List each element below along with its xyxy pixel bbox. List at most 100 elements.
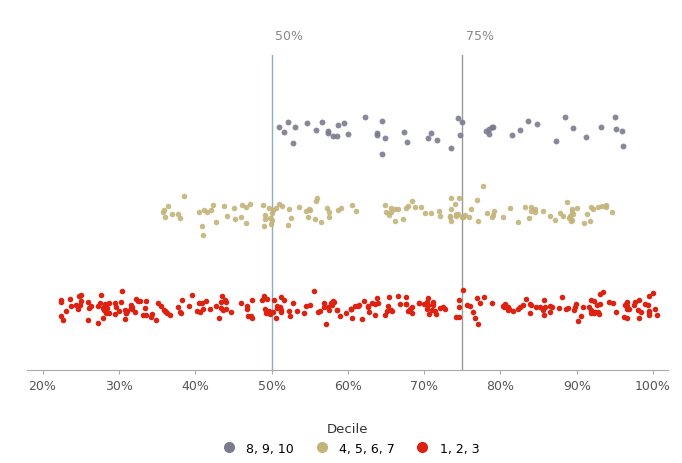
Point [220,296,231,304]
Point [643,307,654,315]
Point [275,305,286,313]
Point [264,205,275,213]
Point [390,218,401,225]
Point [581,211,592,218]
Point [285,313,296,320]
Point [458,214,469,222]
Point [276,308,287,316]
Point [569,307,580,314]
Text: 50%: 50% [276,30,303,43]
Point [486,124,497,131]
Point [589,309,599,317]
Point [301,208,312,215]
Point [506,132,517,139]
Point [327,297,338,305]
Point [243,313,254,320]
Point [357,315,368,323]
Point [426,130,436,138]
Point [385,307,396,314]
Point [567,211,578,219]
Point [364,309,375,317]
Point [393,206,404,213]
Point [130,308,140,316]
Point [323,307,334,314]
Point [477,182,488,190]
Point [547,304,558,312]
Point [303,206,314,213]
Point [304,302,315,309]
Point [110,311,121,318]
Point [328,298,339,306]
Point [445,145,456,152]
Point [131,296,142,303]
Point [616,128,627,135]
Point [385,209,396,216]
Point [259,212,270,219]
Point [459,212,470,219]
Point [260,215,271,223]
Point [579,220,590,227]
Point [155,302,166,310]
Point [525,208,536,215]
Point [380,311,391,319]
Point [430,308,441,315]
Point [400,301,411,308]
Point [183,302,194,310]
Point [379,202,390,209]
Point [94,300,105,307]
Point [293,204,304,212]
Point [522,118,533,125]
Point [456,213,467,221]
Point [221,299,232,306]
Point [643,292,654,300]
Point [338,120,349,128]
Point [438,304,449,311]
Point [324,214,335,221]
Point [241,305,252,313]
Point [229,216,240,224]
Point [563,305,574,312]
Point [283,222,294,230]
Point [266,217,277,224]
Point [426,210,437,218]
Point [320,321,331,328]
Point [126,304,137,312]
Point [620,302,631,310]
Point [550,217,561,225]
Point [274,303,285,311]
Point [514,304,525,311]
Point [517,301,528,309]
Point [601,204,612,211]
Point [383,302,394,310]
Point [260,309,271,317]
Point [454,194,465,202]
Point [333,122,344,130]
Point [557,294,567,301]
Point [472,197,483,205]
Point [201,298,211,305]
Point [267,308,278,316]
Point [204,306,215,313]
Point [406,303,417,311]
Point [104,300,115,307]
Point [585,297,596,305]
Point [160,307,170,314]
Point [193,300,204,307]
Point [473,320,484,328]
Point [452,115,463,123]
Point [286,215,297,222]
Point [370,312,381,319]
Point [192,307,203,315]
Point [597,288,608,296]
Point [463,214,474,222]
Point [565,218,576,225]
Point [381,208,392,216]
Point [535,304,546,311]
Point [376,119,387,126]
Point [498,303,509,310]
Point [158,307,169,314]
Point [258,223,269,230]
Point [479,293,490,300]
Point [265,220,276,228]
Point [500,301,511,309]
